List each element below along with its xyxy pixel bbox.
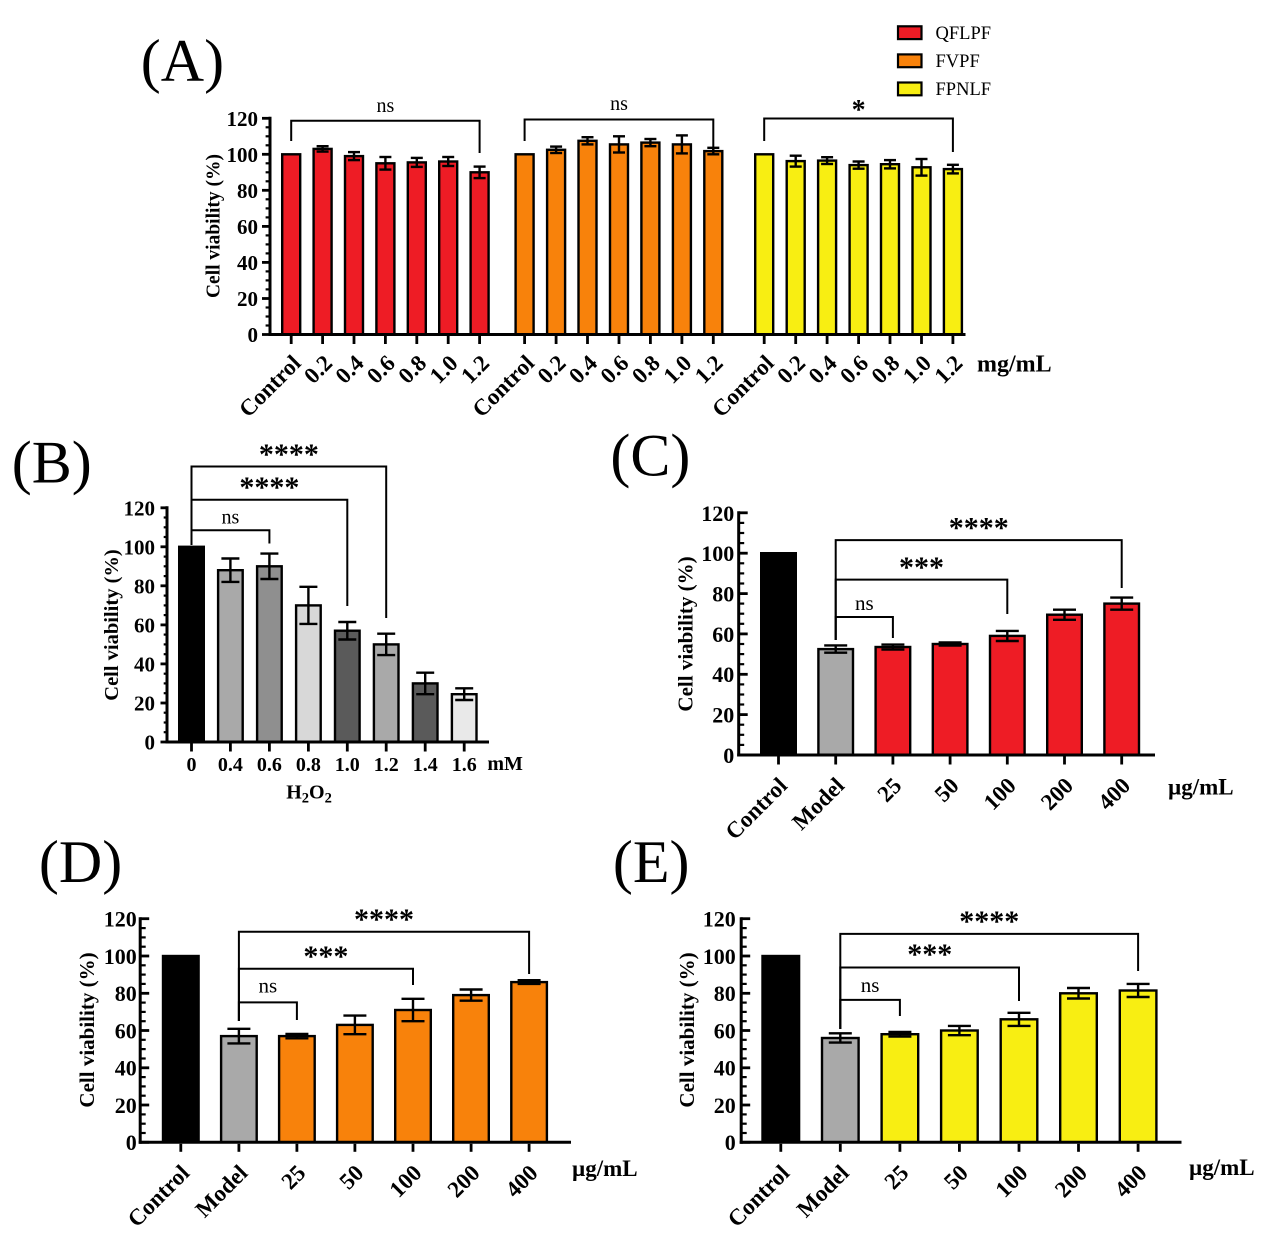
svg-text:20: 20	[115, 1093, 137, 1118]
svg-text:20: 20	[714, 1093, 736, 1118]
svg-text:ns: ns	[259, 974, 278, 998]
svg-text:120: 120	[703, 907, 736, 932]
svg-text:QFLPF: QFLPF	[936, 24, 992, 44]
svg-text:Cell viability (%): Cell viability (%)	[204, 154, 225, 298]
svg-text:****: ****	[239, 471, 299, 504]
svg-text:120: 120	[104, 907, 137, 932]
svg-text:80: 80	[714, 981, 736, 1006]
svg-text:(C): (C)	[610, 423, 690, 489]
svg-text:0: 0	[725, 1130, 736, 1155]
svg-text:ns: ns	[377, 95, 395, 117]
svg-text:0.8: 0.8	[296, 754, 321, 776]
svg-text:1.0: 1.0	[335, 754, 360, 776]
svg-text:60: 60	[714, 1018, 736, 1043]
svg-text:(D): (D)	[39, 829, 122, 895]
svg-text:1.4: 1.4	[413, 754, 438, 776]
svg-text:0: 0	[723, 743, 734, 768]
svg-text:0: 0	[126, 1130, 137, 1155]
svg-text:0.4: 0.4	[218, 754, 243, 776]
svg-text:****: ****	[259, 438, 319, 471]
svg-text:40: 40	[115, 1056, 137, 1081]
svg-text:60: 60	[115, 1018, 137, 1043]
svg-text:FVPF: FVPF	[936, 52, 980, 72]
svg-text:80: 80	[115, 981, 137, 1006]
svg-text:(B): (B)	[12, 430, 92, 496]
svg-text:20: 20	[237, 287, 258, 311]
svg-text:µg/mL: µg/mL	[572, 1156, 638, 1181]
svg-text:0: 0	[187, 754, 197, 776]
svg-text:***: ***	[303, 940, 348, 973]
svg-text:***: ***	[907, 938, 952, 971]
svg-text:100: 100	[701, 541, 734, 566]
svg-text:60: 60	[237, 215, 258, 239]
svg-text:µg/mL: µg/mL	[1189, 1155, 1255, 1180]
svg-text:****: ****	[949, 512, 1009, 545]
svg-text:µg/mL: µg/mL	[1168, 774, 1234, 799]
svg-text:60: 60	[712, 622, 734, 647]
svg-text:(A): (A)	[141, 28, 224, 94]
svg-text:0.6: 0.6	[257, 754, 282, 776]
svg-text:100: 100	[703, 944, 736, 969]
svg-text:FPNLF: FPNLF	[936, 80, 992, 100]
svg-text:0: 0	[248, 323, 259, 347]
svg-text:H2O2: H2O2	[286, 782, 332, 807]
svg-text:80: 80	[237, 179, 258, 203]
svg-text:40: 40	[714, 1056, 736, 1081]
svg-text:100: 100	[104, 944, 137, 969]
svg-text:ns: ns	[610, 93, 628, 115]
svg-text:20: 20	[712, 703, 734, 728]
svg-text:*: *	[852, 95, 866, 126]
svg-text:1.6: 1.6	[452, 754, 477, 776]
svg-text:****: ****	[959, 905, 1019, 938]
svg-text:***: ***	[899, 551, 944, 584]
svg-text:20: 20	[134, 692, 155, 716]
svg-text:****: ****	[354, 903, 414, 936]
svg-text:80: 80	[712, 582, 734, 607]
svg-text:120: 120	[124, 496, 156, 520]
svg-text:120: 120	[701, 501, 734, 526]
svg-text:ns: ns	[861, 973, 880, 997]
svg-text:Cell viability (%): Cell viability (%)	[674, 556, 698, 711]
svg-text:40: 40	[134, 653, 155, 677]
svg-text:120: 120	[227, 107, 259, 131]
svg-text:Cell viability (%): Cell viability (%)	[675, 952, 699, 1107]
svg-text:Cell viability (%): Cell viability (%)	[75, 952, 99, 1107]
svg-text:(E): (E)	[613, 829, 690, 895]
svg-text:1.2: 1.2	[374, 754, 399, 776]
svg-text:mg/mL: mg/mL	[977, 352, 1052, 378]
svg-text:60: 60	[134, 613, 155, 637]
svg-text:0: 0	[145, 731, 156, 755]
svg-text:Cell viability (%): Cell viability (%)	[101, 549, 123, 700]
svg-text:100: 100	[124, 535, 156, 559]
svg-text:ns: ns	[855, 591, 874, 615]
svg-text:40: 40	[712, 662, 734, 687]
svg-text:ns: ns	[222, 507, 240, 529]
svg-text:mM: mM	[487, 753, 523, 775]
svg-text:40: 40	[237, 251, 258, 275]
svg-text:80: 80	[134, 574, 155, 598]
svg-text:100: 100	[227, 143, 259, 167]
